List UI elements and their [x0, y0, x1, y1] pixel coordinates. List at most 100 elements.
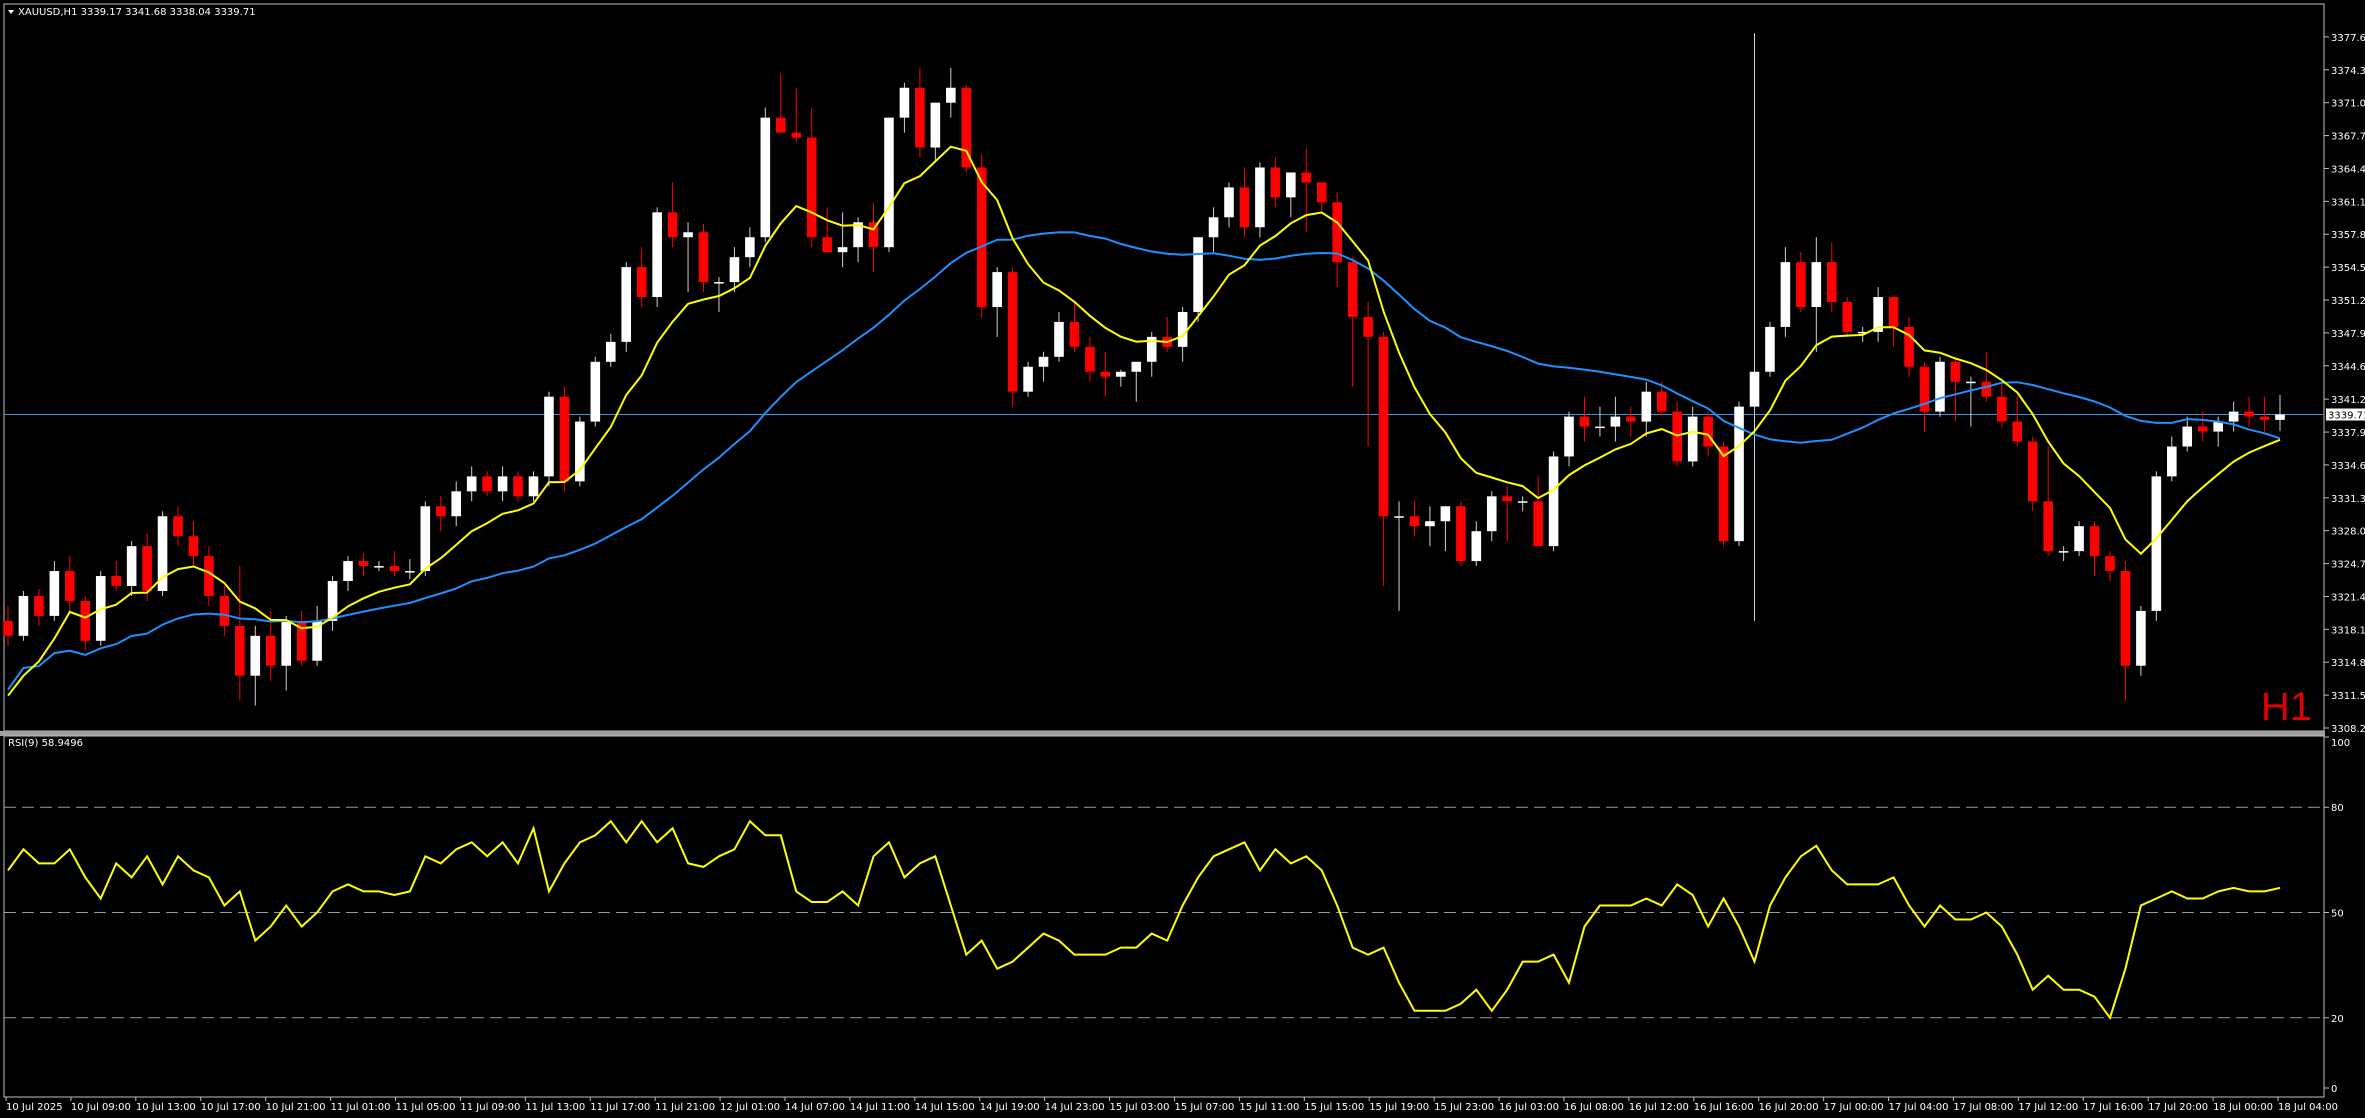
price-tick-label: 3374.30 [2331, 66, 2365, 77]
price-tick-label: 3337.95 [2331, 428, 2365, 439]
candle-bear [698, 232, 709, 283]
time-tick-label: 15 Jul 23:00 [1434, 1102, 1494, 1113]
candle-bull [1610, 416, 1621, 427]
candle-bear [915, 87, 925, 148]
time-axis: 10 Jul 2025 10 Jul 09:00 10 Jul 13:00 10 Ju… [5, 1097, 2338, 1113]
time-tick-label: 16 Jul 16:00 [1694, 1102, 1754, 1113]
time-tick-label: 10 Jul 2025 [6, 1102, 63, 1113]
current-price-tag-label: 3339.71 [2328, 411, 2365, 422]
candle-bear [1239, 187, 1250, 228]
rsi-header: RSI(9) 58.9496 [8, 738, 83, 749]
candle-bear [1332, 202, 1342, 263]
time-tick-label: 15 Jul 07:00 [1174, 1102, 1234, 1113]
candle-bull [837, 247, 848, 253]
candle-bear [1100, 371, 1111, 377]
current-price-tag [2326, 408, 2365, 421]
candle-bear [1533, 501, 1543, 547]
candle-bull [1641, 391, 1652, 422]
rsi-tick-label: 100 [2331, 738, 2350, 749]
time-tick-label: 11 Jul 01:00 [331, 1102, 391, 1113]
time-tick-label: 18 Jul 00:00 [2213, 1102, 2273, 1113]
candle-bear [1085, 346, 1095, 372]
time-tick-label: 11 Jul 17:00 [590, 1102, 650, 1113]
price-tick-label: 3331.35 [2331, 494, 2365, 505]
candle-bear [1718, 446, 1729, 542]
candle-bull [1857, 331, 1868, 334]
candle-bear [2105, 556, 2115, 572]
candle-bull [1935, 361, 1945, 412]
candle-bull [1146, 336, 1157, 362]
candle-bull [544, 396, 554, 477]
candle-bull [374, 566, 384, 568]
candle-bull [1177, 311, 1188, 347]
time-tick-label: 10 Jul 21:00 [266, 1102, 326, 1113]
time-tick-label: 18 Jul 04:00 [2278, 1102, 2338, 1113]
rsi-tick-label: 0 [2331, 1084, 2337, 1095]
rsi-pane[interactable]: 100 80 50 20 0 RSI(9) 58.9496 [3, 735, 2350, 1098]
candles-group [3, 32, 2285, 706]
timeframe-label: H1 [2261, 685, 2312, 729]
time-tick-label: 16 Jul 20:00 [1759, 1102, 1819, 1113]
price-pane[interactable]: 3377.60 3374.30 3371.00 3367.70 3364.40 3361.… [3, 3, 2365, 735]
candle-bear [235, 625, 245, 676]
candle-bear [822, 237, 832, 253]
candle-bull [899, 87, 910, 118]
time-tick-label: 16 Jul 12:00 [1629, 1102, 1689, 1113]
candle-bear [296, 620, 307, 661]
candle-bear [513, 476, 523, 497]
candle-bull [1440, 506, 1451, 522]
candle-bull [1687, 416, 1698, 462]
price-tick-label: 3371.00 [2331, 99, 2365, 110]
candle-bull [1054, 321, 1064, 357]
price-tick-label: 3314.85 [2331, 658, 2365, 669]
candle-bear [482, 476, 492, 492]
candle-bull [1131, 361, 1142, 372]
time-tick-label: 16 Jul 03:00 [1499, 1102, 1559, 1113]
candle-bull [49, 571, 60, 616]
candle-bull [714, 282, 724, 284]
candle-bear [80, 600, 91, 641]
rsi-axis: 100 80 50 20 0 [2324, 736, 2350, 1095]
time-tick-label: 11 Jul 13:00 [525, 1102, 585, 1113]
candle-bear [389, 566, 400, 572]
price-tick-label: 3318.15 [2331, 625, 2365, 636]
candle-bear [2012, 421, 2023, 442]
candle-bear [358, 561, 369, 567]
candle-bull [312, 620, 322, 661]
candle-bear [1069, 321, 1080, 347]
candle-bear [636, 267, 647, 298]
pane-separator[interactable] [0, 731, 2325, 736]
candle-bull [157, 516, 168, 591]
candle-bull [946, 87, 956, 103]
candle-bear [1842, 302, 1853, 332]
candle-bear [2120, 571, 2131, 666]
candle-bull [745, 237, 755, 258]
price-tick-label: 3334.65 [2331, 461, 2365, 472]
candle-bear [1656, 391, 1667, 412]
candle-bull [1023, 366, 1033, 392]
candle-bear [111, 576, 121, 586]
price-axis: 3377.60 3374.30 3371.00 3367.70 3364.40 3361.… [2324, 33, 2365, 735]
time-tick-label: 17 Jul 16:00 [2083, 1102, 2143, 1113]
candle-bull [1486, 496, 1497, 532]
candle-bull [420, 506, 431, 572]
candle-bull [2182, 426, 2193, 447]
candle-bull [1193, 237, 1203, 312]
candle-bear [1347, 262, 1358, 317]
time-tick-label: 14 Jul 19:00 [980, 1102, 1040, 1113]
candle-bear [1626, 416, 1636, 422]
candle-bull [853, 222, 863, 248]
time-tick-label: 15 Jul 15:00 [1304, 1102, 1364, 1113]
candle-bull [405, 571, 415, 573]
candle-bear [265, 635, 276, 666]
price-tick-label: 3357.80 [2331, 230, 2365, 241]
candle-bear [2244, 411, 2254, 417]
dropdown-arrow-icon[interactable] [8, 10, 14, 14]
candle-bear [65, 571, 75, 601]
candle-bull [18, 595, 29, 636]
candle-bear [1301, 172, 1312, 183]
candle-bull [343, 561, 353, 582]
candle-bear [1826, 262, 1837, 302]
candle-bear [3, 620, 13, 636]
